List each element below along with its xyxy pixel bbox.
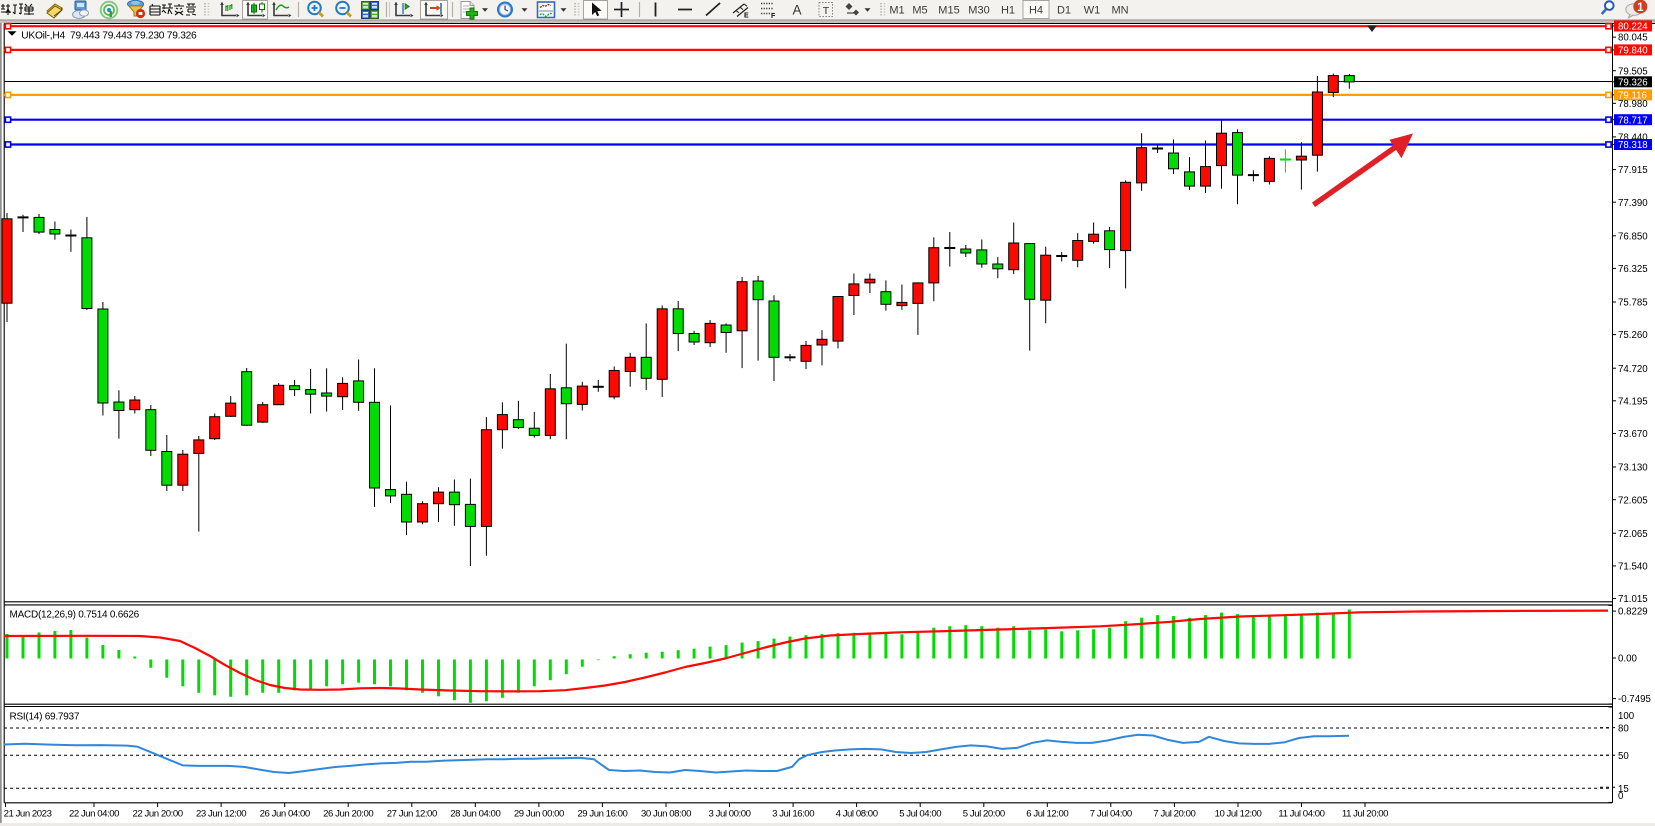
svg-text:29 Jun 00:00: 29 Jun 00:00	[514, 809, 564, 820]
svg-text:D1: D1	[1057, 5, 1071, 17]
svg-text:26 Jun 20:00: 26 Jun 20:00	[323, 809, 373, 820]
svg-text:0.8229: 0.8229	[1618, 607, 1648, 618]
svg-text:50: 50	[1618, 751, 1629, 762]
svg-text:0.00: 0.00	[1618, 654, 1637, 665]
svg-text:22 Jun 20:00: 22 Jun 20:00	[133, 809, 183, 820]
svg-text:22 Jun 04:00: 22 Jun 04:00	[69, 809, 119, 820]
svg-text:M1: M1	[889, 5, 904, 17]
svg-text:77.915: 77.915	[1618, 165, 1648, 176]
svg-text:26 Jun 04:00: 26 Jun 04:00	[260, 809, 310, 820]
svg-text:75.785: 75.785	[1618, 298, 1648, 309]
svg-text:72.065: 72.065	[1618, 529, 1648, 540]
svg-text:23 Jun 12:00: 23 Jun 12:00	[196, 809, 246, 820]
svg-text:3 Jul 16:00: 3 Jul 16:00	[772, 809, 814, 820]
svg-text:78.717: 78.717	[1618, 115, 1648, 126]
svg-text:79.326: 79.326	[1618, 77, 1648, 88]
svg-text:15: 15	[1618, 784, 1629, 795]
svg-text:UKOil-,H4 79.443 79.443 79.23: UKOil-,H4 79.443 79.443 79.230 79.326	[21, 30, 197, 41]
svg-text:72.605: 72.605	[1618, 495, 1648, 506]
svg-text:E: E	[744, 13, 749, 20]
svg-text:21 Jun 2023: 21 Jun 2023	[4, 809, 52, 820]
svg-text:80: 80	[1618, 724, 1629, 735]
svg-text:76.850: 76.850	[1618, 231, 1648, 242]
svg-text:T: T	[823, 5, 830, 17]
svg-text:80.224: 80.224	[1618, 22, 1648, 33]
svg-text:4 Jul 08:00: 4 Jul 08:00	[836, 809, 878, 820]
svg-text:74.720: 74.720	[1618, 364, 1648, 375]
svg-text:0: 0	[1618, 791, 1624, 802]
svg-text:27 Jun 12:00: 27 Jun 12:00	[387, 809, 437, 820]
svg-text:5 Jul 04:00: 5 Jul 04:00	[899, 809, 941, 820]
svg-text:80.045: 80.045	[1618, 33, 1648, 44]
svg-text:H1: H1	[1001, 5, 1015, 17]
svg-text:MN: MN	[1111, 5, 1128, 17]
svg-text:1: 1	[1637, 2, 1644, 14]
svg-text:A: A	[792, 3, 801, 18]
svg-text:71.015: 71.015	[1618, 594, 1648, 605]
svg-text:78.980: 78.980	[1618, 99, 1648, 110]
svg-text:11 Jul 20:00: 11 Jul 20:00	[1342, 809, 1388, 820]
svg-text:78.318: 78.318	[1618, 140, 1648, 151]
svg-text:RSI(14) 69.7937: RSI(14) 69.7937	[10, 712, 80, 723]
svg-text:W1: W1	[1084, 5, 1101, 17]
svg-text:71.540: 71.540	[1618, 562, 1648, 573]
svg-text:7 Jul 04:00: 7 Jul 04:00	[1090, 809, 1132, 820]
svg-text:79.840: 79.840	[1618, 46, 1648, 57]
svg-text:10 Jul 12:00: 10 Jul 12:00	[1215, 809, 1262, 820]
svg-text:28 Jun 04:00: 28 Jun 04:00	[450, 809, 500, 820]
svg-text:M30: M30	[968, 5, 989, 17]
svg-text:5 Jul 20:00: 5 Jul 20:00	[963, 809, 1005, 820]
svg-text:77.390: 77.390	[1618, 198, 1648, 209]
svg-text:11 Jul 04:00: 11 Jul 04:00	[1278, 809, 1324, 820]
svg-text:M5: M5	[912, 5, 927, 17]
svg-text:73.130: 73.130	[1618, 463, 1648, 474]
svg-text:30 Jun 08:00: 30 Jun 08:00	[641, 809, 691, 820]
svg-text:76.325: 76.325	[1618, 264, 1648, 275]
svg-text:MACD(12,26,9) 0.7514 0.6626: MACD(12,26,9) 0.7514 0.6626	[10, 610, 140, 621]
svg-text:29 Jun 16:00: 29 Jun 16:00	[577, 809, 627, 820]
svg-text:100: 100	[1618, 711, 1635, 722]
svg-text:F: F	[771, 13, 776, 20]
svg-text:7 Jul 20:00: 7 Jul 20:00	[1153, 809, 1195, 820]
svg-text:78.440: 78.440	[1618, 133, 1648, 144]
svg-text:79.505: 79.505	[1618, 66, 1648, 77]
svg-text:73.670: 73.670	[1618, 429, 1648, 440]
svg-text:H4: H4	[1029, 5, 1043, 17]
svg-text:6 Jul 12:00: 6 Jul 12:00	[1026, 809, 1068, 820]
svg-text:3 Jul 00:00: 3 Jul 00:00	[709, 809, 751, 820]
svg-text:M15: M15	[938, 5, 959, 17]
svg-text:75.260: 75.260	[1618, 330, 1648, 341]
svg-text:79.116: 79.116	[1618, 91, 1647, 102]
svg-text:74.195: 74.195	[1618, 396, 1648, 407]
svg-text:-0.7495: -0.7495	[1618, 694, 1651, 705]
